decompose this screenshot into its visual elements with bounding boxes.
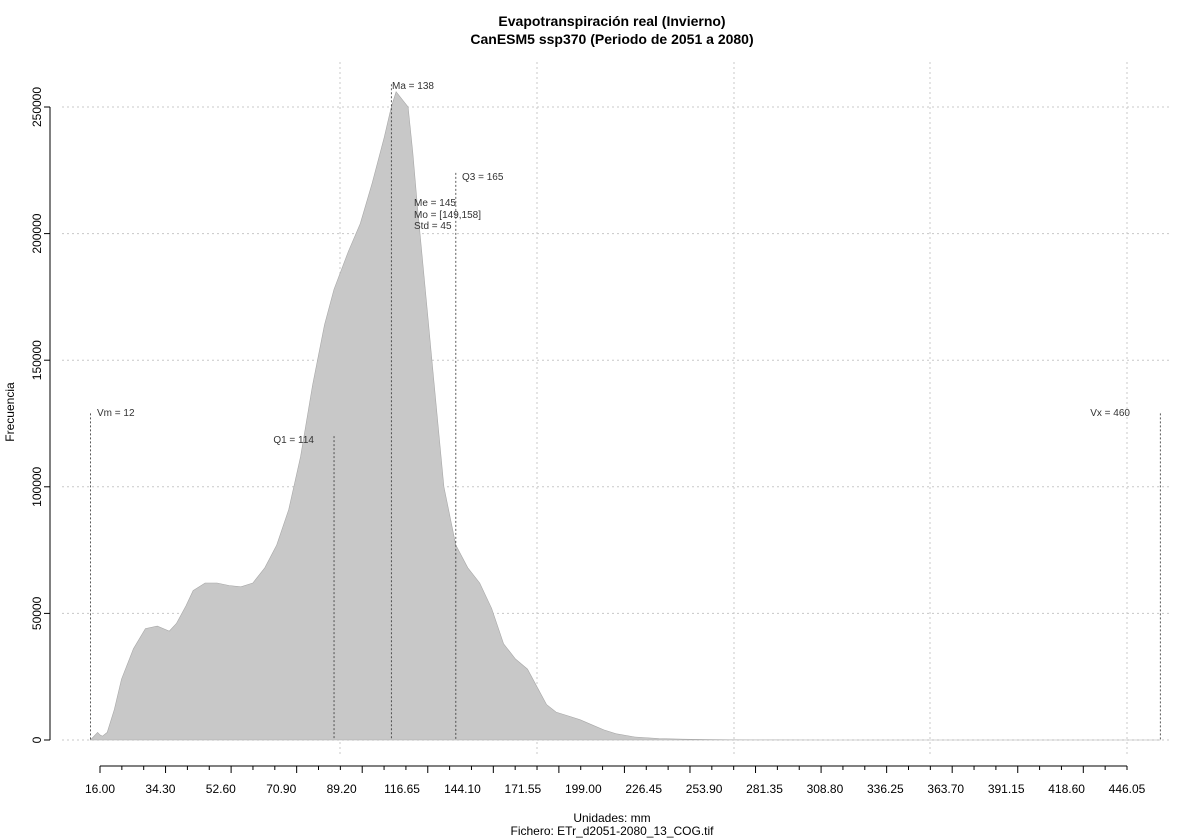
axes: 16.00 34.30 52.60 70.90 89.20 116.65 144.10 171… [30, 87, 1146, 796]
annotation-me: Me = 145 [414, 198, 456, 209]
x-tick-label: 70.90 [266, 782, 296, 796]
y-tick-label: 200000 [30, 213, 44, 253]
chart-subtitle: CanESM5 ssp370 (Periodo de 2051 a 2080) [470, 31, 753, 47]
x-tick-label: 253.90 [686, 782, 723, 796]
y-tick-label: 100000 [30, 466, 44, 506]
annotation-q1: Q1 = 114 [273, 435, 314, 446]
annotation-mo: Mo = [149,158] [414, 210, 481, 221]
annotation-lines [90, 84, 1161, 740]
x-tick-label: 116.65 [384, 782, 420, 796]
x-tick-label: 391.15 [988, 782, 1025, 796]
chart-title: Evapotranspiración real (Invierno) [498, 13, 725, 29]
annotation-vm: Vm = 12 [97, 408, 135, 419]
x-tick-label: 226.45 [625, 782, 662, 796]
annotation-vx: Vx = 460 [1090, 408, 1130, 419]
footer-filename: Fichero: ETr_d2051-2080_13_COG.tif [511, 824, 715, 838]
x-tick-label: 308.80 [807, 782, 844, 796]
x-tick-label: 16.00 [85, 782, 115, 796]
x-tick-label: 363.70 [927, 782, 964, 796]
x-tick-label: 52.60 [206, 782, 236, 796]
x-tick-label: 144.10 [444, 782, 481, 796]
x-tick-label: 336.25 [867, 782, 904, 796]
y-tick-label: 50000 [30, 596, 44, 630]
annotation-q3: Q3 = 165 [462, 172, 504, 183]
x-tick-label: 171.55 [505, 782, 542, 796]
x-axis-title: Unidades: mm [573, 811, 650, 825]
y-tick-label: 150000 [30, 340, 44, 380]
density-area [89, 91, 1161, 741]
x-tick-label: 418.60 [1048, 782, 1085, 796]
y-tick-label: 0 [30, 736, 44, 743]
area-layer [89, 91, 1161, 741]
y-axis-title: Frecuencia [3, 382, 17, 442]
x-tick-label: 89.20 [327, 782, 357, 796]
annotation-std: Std = 45 [414, 221, 452, 232]
x-tick-label: 446.05 [1109, 782, 1146, 796]
x-tick-label: 34.30 [145, 782, 175, 796]
y-tick-label: 250000 [30, 87, 44, 127]
x-tick-label: 199.00 [565, 782, 602, 796]
annotation-ma: Ma = 138 [392, 81, 434, 92]
x-tick-label: 281.35 [746, 782, 783, 796]
